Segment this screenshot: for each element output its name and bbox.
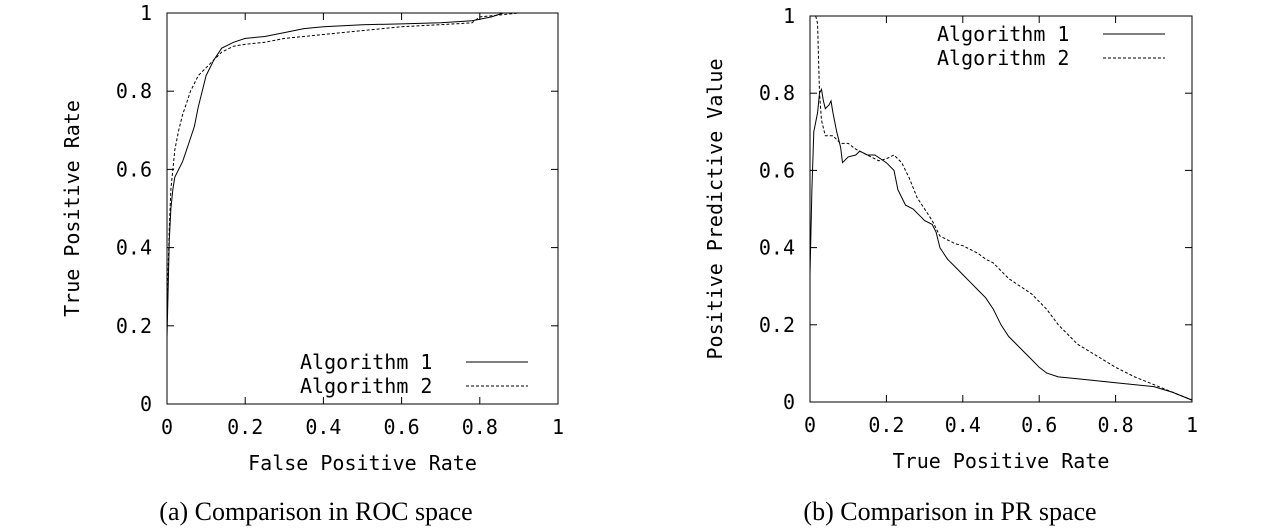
pr-x-tick-label: 0.8: [1098, 413, 1134, 437]
roc-x-tick-label: 0.8: [462, 415, 498, 439]
roc-y-tick-label: 0.2: [116, 314, 152, 338]
pr-x-tick-label: 0.2: [868, 413, 904, 437]
roc-x-tick-label: 0.6: [384, 415, 420, 439]
pr-series-1-line: [810, 87, 1192, 401]
pr-series-2-line: [815, 16, 1192, 401]
caption-a: (a) Comparison in ROC space: [159, 497, 472, 526]
caption-b: (b) Comparison in PR space: [803, 497, 1096, 526]
pr-legend-label-2: Algorithm 2: [937, 46, 1069, 70]
roc-y-axis-label: True Positive Rate: [60, 100, 84, 317]
roc-x-tick-label: 1: [552, 415, 564, 439]
roc-y-tick-label: 1: [140, 1, 152, 25]
pr-y-tick-label: 0.4: [759, 236, 795, 260]
roc-y-tick-label: 0.6: [116, 157, 152, 181]
pr-x-axis-label: True Positive Rate: [893, 449, 1110, 473]
roc-y-tick-label: 0: [140, 392, 152, 416]
pr-x-tick-label: 0.4: [945, 413, 981, 437]
roc-x-tick-label: 0.4: [305, 415, 341, 439]
pr-y-tick-label: 0: [783, 390, 795, 414]
roc-chart: 0 0.2 0.4 0.6 0.8 1 0 0.2 0.4 0.6 0.8 1 False Positi…: [60, 1, 564, 475]
roc-y-tick-label: 0.4: [116, 236, 152, 260]
pr-x-tick-label: 0.6: [1021, 413, 1057, 437]
pr-plot-frame: [809, 15, 1193, 403]
roc-plot-frame: [166, 12, 559, 405]
pr-y-axis-label: Positive Predictive Value: [703, 58, 727, 359]
roc-legend-label-1: Algorithm 1: [300, 350, 432, 374]
roc-series-1-line: [167, 13, 558, 338]
pr-legend-label-1: Algorithm 1: [937, 22, 1069, 46]
roc-legend-label-2: Algorithm 2: [300, 374, 432, 398]
pr-y-tick-label: 1: [783, 4, 795, 28]
pr-y-tick-label: 0.8: [759, 81, 795, 105]
pr-y-tick-label: 0.6: [759, 158, 795, 182]
roc-series-2-line: [167, 13, 558, 326]
pr-y-tick-label: 0.2: [759, 313, 795, 337]
roc-y-tick-label: 0.8: [116, 79, 152, 103]
roc-x-tick-label: 0.2: [227, 415, 263, 439]
roc-x-tick-label: 0: [161, 415, 173, 439]
pr-x-tick-label: 1: [1186, 413, 1198, 437]
pr-chart: 0 0.2 0.4 0.6 0.8 1 0 0.2 0.4 0.6 0.8 1 True Positiv…: [703, 4, 1198, 473]
pr-x-tick-label: 0: [804, 413, 816, 437]
roc-x-axis-label: False Positive Rate: [248, 451, 477, 475]
